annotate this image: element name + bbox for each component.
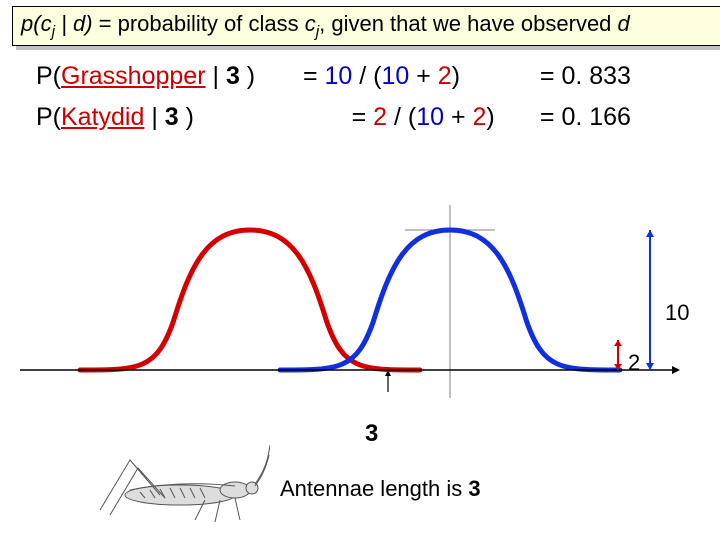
- insect-icon: [30, 440, 270, 530]
- equations-block: P(Grasshopper | 3 ) = 10 / (10 + 2) = 0.…: [36, 62, 631, 144]
- footer-bold: 3: [468, 476, 480, 501]
- equation-row-grasshopper: P(Grasshopper | 3 ) = 10 / (10 + 2) = 0.…: [36, 62, 631, 91]
- eq0-result: = 0. 833: [540, 62, 631, 91]
- eq1-mid: = 2 / (10 + 2): [303, 103, 533, 132]
- eq0-prefix: P(: [36, 62, 61, 90]
- eq0-cond: | 3 ): [212, 62, 255, 90]
- chart-svg: [20, 190, 680, 400]
- formula-title-box: p(cj | d) = probability of class cj, giv…: [12, 6, 720, 46]
- eq1-cond: | 3 ): [151, 103, 194, 131]
- equation-row-katydid: P(Katydid | 3 ) = 2 / (10 + 2) = 0. 166: [36, 103, 631, 132]
- eq1-class: Katydid: [61, 103, 144, 131]
- eq1-prefix: P(: [36, 103, 61, 131]
- footer-plain: Antennae length is: [280, 476, 468, 501]
- footer-text: Antennae length is 3: [280, 476, 481, 502]
- label-two: 2: [628, 350, 640, 376]
- eq1-result: = 0. 166: [540, 103, 631, 132]
- formula-title-text: p(cj | d) = probability of class cj, giv…: [21, 11, 630, 36]
- gaussian-chart: 10 2: [20, 190, 680, 400]
- x-tick-label: 3: [365, 420, 378, 448]
- label-ten: 10: [665, 300, 689, 326]
- eq0-class: Grasshopper: [61, 62, 206, 90]
- eq0-mid: = 10 / (10 + 2): [303, 62, 533, 91]
